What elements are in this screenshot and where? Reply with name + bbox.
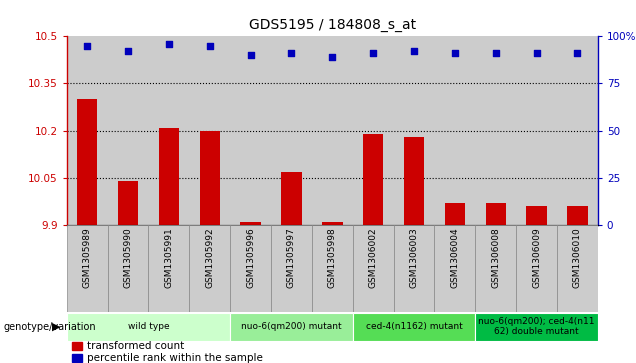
Text: GSM1306004: GSM1306004	[450, 228, 459, 288]
Bar	[230, 313, 353, 340]
Bar	[72, 342, 81, 350]
Point	[82, 43, 92, 49]
Bar	[67, 225, 107, 312]
Text: GSM1306010: GSM1306010	[573, 228, 582, 289]
Bar	[77, 99, 97, 225]
Bar	[190, 225, 230, 312]
Bar	[281, 172, 301, 225]
Text: GSM1305990: GSM1305990	[123, 228, 132, 289]
Point	[368, 50, 378, 56]
Text: GSM1305989: GSM1305989	[83, 228, 92, 289]
Point	[450, 50, 460, 56]
Point	[245, 52, 256, 58]
Text: GSM1305992: GSM1305992	[205, 228, 214, 288]
Text: GSM1305996: GSM1305996	[246, 228, 255, 289]
Bar	[118, 181, 138, 225]
Bar	[445, 203, 465, 225]
Bar	[271, 225, 312, 312]
Bar	[404, 137, 424, 225]
Text: GSM1306002: GSM1306002	[369, 228, 378, 288]
Text: GSM1305998: GSM1305998	[328, 228, 337, 289]
Bar	[159, 127, 179, 225]
Bar	[485, 203, 506, 225]
Text: GSM1306003: GSM1306003	[410, 228, 418, 289]
Point	[328, 54, 338, 60]
Text: transformed count: transformed count	[87, 341, 184, 351]
Bar	[322, 222, 343, 225]
Text: nuo-6(qm200); ced-4(n11
62) double mutant: nuo-6(qm200); ced-4(n11 62) double mutan…	[478, 317, 595, 337]
Text: nuo-6(qm200) mutant: nuo-6(qm200) mutant	[241, 322, 342, 331]
Bar	[312, 225, 353, 312]
Text: GSM1305991: GSM1305991	[165, 228, 174, 289]
Bar	[107, 225, 148, 312]
Bar	[516, 225, 557, 312]
Bar	[72, 354, 81, 362]
Text: ▶: ▶	[52, 322, 60, 332]
Bar	[363, 134, 384, 225]
Text: GSM1306008: GSM1306008	[491, 228, 500, 289]
Point	[123, 49, 133, 54]
Bar	[567, 206, 588, 225]
Point	[490, 50, 501, 56]
Point	[205, 43, 215, 49]
Bar	[240, 222, 261, 225]
Point	[409, 49, 419, 54]
Bar	[353, 313, 475, 340]
Bar	[148, 225, 190, 312]
Point	[572, 50, 583, 56]
Text: ced-4(n1162) mutant: ced-4(n1162) mutant	[366, 322, 462, 331]
Bar	[200, 131, 220, 225]
Bar	[394, 225, 434, 312]
Title: GDS5195 / 184808_s_at: GDS5195 / 184808_s_at	[249, 19, 416, 33]
Point	[286, 50, 296, 56]
Text: wild type: wild type	[128, 322, 169, 331]
Bar	[557, 225, 598, 312]
Bar	[230, 225, 271, 312]
Point	[164, 41, 174, 47]
Text: GSM1306009: GSM1306009	[532, 228, 541, 289]
Bar	[527, 206, 547, 225]
Bar	[434, 225, 475, 312]
Bar	[67, 313, 230, 340]
Bar	[475, 225, 516, 312]
Text: percentile rank within the sample: percentile rank within the sample	[87, 352, 263, 363]
Bar	[475, 313, 598, 340]
Bar	[353, 225, 394, 312]
Text: genotype/variation: genotype/variation	[3, 322, 96, 332]
Text: GSM1305997: GSM1305997	[287, 228, 296, 289]
Point	[532, 50, 542, 56]
